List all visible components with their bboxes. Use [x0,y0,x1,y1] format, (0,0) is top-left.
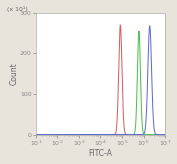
Text: (x 10¹): (x 10¹) [7,6,28,12]
Y-axis label: Count: Count [9,62,18,85]
X-axis label: FITC-A: FITC-A [88,149,112,158]
